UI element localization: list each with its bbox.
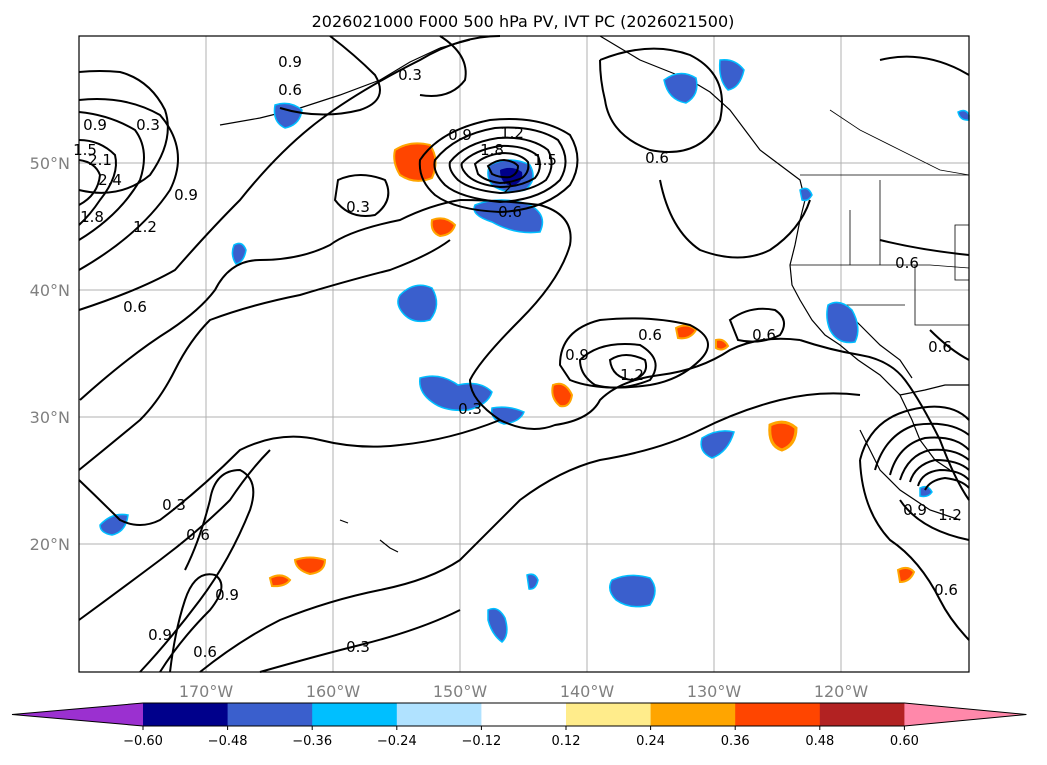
contour-label: 0.9 [278,53,302,71]
colorbar-tick-label: 0.60 [890,734,919,749]
contour-label: 0.6 [934,581,958,599]
contour-label: 1.2 [133,218,157,236]
contour-label: 1.8 [80,208,104,226]
map-panel: 0.9 0.3 0.6 0.9 0.3 1.5 2.1 2.4 1.8 1.2 … [73,35,970,673]
contour-label: 2.4 [98,171,122,189]
contour-label: 0.9 [903,501,927,519]
contour-label: 1.8 [480,141,504,159]
colorbar-tick-label: 0.12 [552,734,581,749]
lat-labels: 50°N 40°N 30°N 20°N [30,154,70,554]
lon-label: 170°W [179,682,234,701]
colorbar-segment [650,703,736,726]
colorbar-segment [566,703,652,726]
contour-label: 0.3 [346,638,370,656]
lon-labels: 170°W 160°W 150°W 140°W 130°W 120°W [179,682,869,701]
contour-label: 2 [503,179,513,197]
contour-label: 0.9 [83,116,107,134]
colorbar-tick-label: −0.48 [208,734,248,749]
lon-label: 120°W [814,682,869,701]
colorbar-tick-label: −0.24 [377,734,417,749]
colorbar-extend-low [12,703,143,726]
contour-label: 0.6 [645,149,669,167]
lat-label: 30°N [30,408,70,427]
map-frame [78,35,970,673]
lon-label: 130°W [687,682,742,701]
contour-label: 0.9 [565,346,589,364]
contour-label: 1.2 [620,366,644,384]
colorbar-segment [312,703,398,726]
colorbar-segment [735,703,821,726]
lat-label: 20°N [30,535,70,554]
lon-label: 150°W [433,682,488,701]
contour-label: 0.6 [278,81,302,99]
graticule [79,36,969,672]
lon-label: 140°W [560,682,615,701]
contour-label: 0.9 [148,626,172,644]
contour-label: 0.3 [458,400,482,418]
contour-label: 0.3 [346,198,370,216]
contour-label: 0.6 [123,298,147,316]
colorbar-tick-label: 0.36 [721,734,750,749]
colorbar-tick-label: −0.12 [461,734,501,749]
contour-label: 0.6 [193,643,217,661]
lat-label: 50°N [30,154,70,173]
colorbar: −0.60 −0.48 −0.36 −0.24 −0.12 0.12 0.24 0.36 0.4… [11,702,1027,749]
colorbar-segment [819,703,905,726]
borders [790,109,970,326]
colorbar-tick-label: 0.48 [805,734,834,749]
contour-label: 0.6 [752,326,776,344]
colorbar-segment [143,703,229,726]
contour-label: 1.2 [500,124,524,142]
colorbar-segment [481,703,567,726]
colorbar-tick-label: −0.60 [123,734,163,749]
contour-label: 0.9 [174,186,198,204]
contour-label: 0.6 [498,203,522,221]
contour-label: 0.6 [638,326,662,344]
colorbar-segment [396,703,482,726]
colorbar-tick-label: −0.36 [292,734,332,749]
plot-title: 2026021000 F000 500 hPa PV, IVT PC (2026… [312,12,735,31]
pv-shading [99,58,970,643]
lon-label: 160°W [306,682,361,701]
contour-label: 0.3 [136,116,160,134]
contour-label: 0.3 [162,496,186,514]
contour-label: 1.5 [533,151,557,169]
colorbar-tick-label: 0.24 [636,734,665,749]
lat-label: 40°N [30,281,70,300]
contour-labels: 0.9 0.3 0.6 0.9 0.3 1.5 2.1 2.4 1.8 1.2 … [73,53,962,661]
contour-label: 0.6 [928,338,952,356]
contour-label: 2.1 [88,151,112,169]
colorbar-segment [227,703,313,726]
contour-label: 0.6 [895,254,919,272]
contour-label: 1.2 [938,506,962,524]
contour-label: 0.3 [398,66,422,84]
contour-label: 0.6 [186,526,210,544]
contour-label: 0.9 [215,586,239,604]
contour-label: 0.9 [448,126,472,144]
colorbar-extend-high [904,703,1027,726]
ivt-contours [78,35,970,673]
